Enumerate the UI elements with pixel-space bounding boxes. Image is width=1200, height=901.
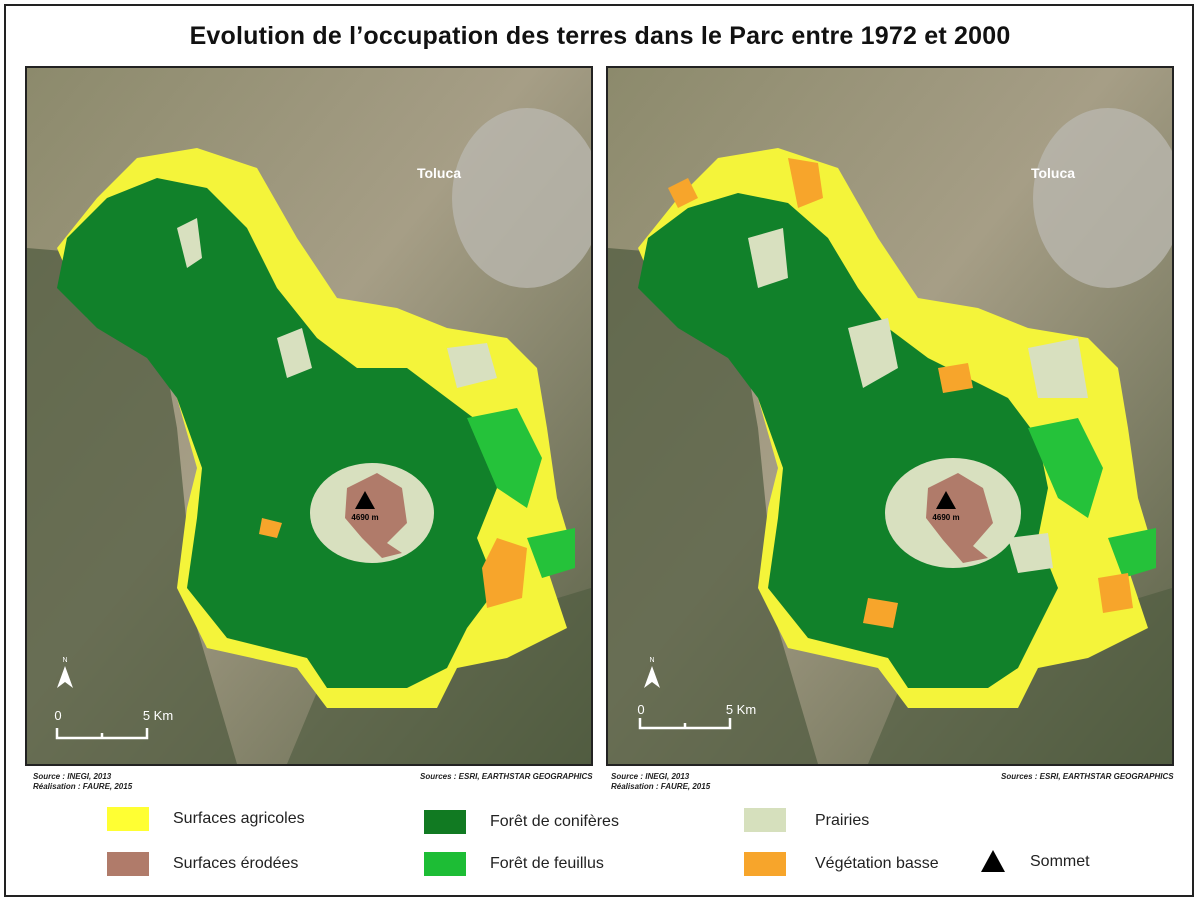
north-label: N — [649, 657, 654, 664]
prairie-north — [177, 218, 202, 268]
map-1972-canvas: 4690 m Toluca N 0 5 Km — [27, 68, 591, 764]
map-2000-canvas: 4690 m Toluca N 0 5 Km — [608, 68, 1172, 764]
map-2000[interactable]: 4690 m Toluca N 0 5 Km — [606, 66, 1174, 766]
broadleaf-forest — [1028, 418, 1103, 518]
legend-label-agricultural: Surfaces agricoles — [173, 810, 305, 827]
source-right-map1: Sources : ESRI, EARTHSTAR GEOGRAPHICS — [420, 772, 593, 781]
triangle-icon — [981, 850, 1005, 872]
prairie-east — [447, 343, 497, 388]
legend-swatch-low-vegetation — [744, 852, 786, 876]
source-right-map2: Sources : ESRI, EARTHSTAR GEOGRAPHICS — [1001, 772, 1174, 781]
low-vegetation-west — [259, 518, 282, 538]
scale-zero: 0 — [637, 702, 644, 717]
map-1972[interactable]: 4690 m Toluca N 0 5 Km — [25, 66, 593, 766]
legend-label-prairies: Prairies — [815, 812, 870, 829]
prairie-north — [748, 228, 788, 288]
low-vegetation-north — [788, 158, 823, 208]
scale-end: 5 Km — [726, 702, 756, 717]
lowland-area — [27, 248, 237, 764]
prairie-southeast — [1008, 533, 1053, 573]
low-vegetation — [482, 538, 527, 608]
low-vegetation-northwest — [668, 178, 698, 208]
scale-bar — [638, 718, 732, 730]
summit-marker[interactable] — [355, 491, 375, 509]
figure-title: Evolution de l’occupation des terres dan… — [189, 22, 1011, 50]
broadleaf-forest-east — [527, 528, 575, 578]
city-label: Toluca — [1031, 165, 1075, 181]
prairie-mid — [277, 328, 312, 378]
north-label: N — [62, 657, 67, 664]
city-label: Toluca — [417, 165, 461, 181]
scale-end: 5 Km — [143, 708, 173, 723]
source-left-map1: Source : INEGI, 2013 Réalisation : FAURE… — [33, 772, 132, 792]
summit-label: 4690 m — [932, 513, 959, 522]
legend-label-low-vegetation: Végétation basse — [815, 855, 939, 872]
eroded-zone — [345, 473, 407, 558]
north-arrow-icon — [644, 666, 660, 688]
legend-label-conifer: Forêt de conifères — [490, 813, 619, 830]
lowland-area — [608, 248, 818, 764]
source-left-map2: Source : INEGI, 2013 Réalisation : FAURE… — [611, 772, 710, 792]
source-line: Source : INEGI, 2013 — [611, 772, 690, 781]
legend-swatch-prairies — [744, 808, 786, 832]
legend-swatch-broadleaf — [424, 852, 466, 876]
eroded-zone — [926, 473, 993, 563]
credit-line: Réalisation : FAURE, 2015 — [33, 782, 133, 791]
summit-label: 4690 m — [351, 513, 378, 522]
legend-swatch-conifer — [424, 810, 466, 834]
source-line: Source : INEGI, 2013 — [33, 772, 112, 781]
low-vegetation-south — [863, 598, 898, 628]
credit-line: Réalisation : FAURE, 2015 — [611, 782, 711, 791]
legend-label-broadleaf: Forêt de feuillus — [490, 855, 604, 872]
scale-zero: 0 — [54, 708, 61, 723]
prairie-east — [1028, 338, 1088, 398]
legend-label-summit: Sommet — [1030, 853, 1090, 870]
broadleaf-forest-east — [1108, 528, 1156, 578]
legend-label-eroded: Surfaces érodées — [173, 855, 299, 872]
figure-frame — [4, 4, 1194, 897]
low-vegetation-east — [1098, 573, 1133, 613]
summit-marker[interactable] — [936, 491, 956, 509]
legend-swatch-eroded — [107, 852, 149, 876]
prairie-mid — [848, 318, 898, 388]
low-vegetation-mid — [938, 363, 973, 393]
urban-area — [452, 108, 591, 288]
urban-area — [1033, 108, 1172, 288]
north-arrow-icon — [57, 666, 73, 688]
broadleaf-forest — [467, 408, 542, 508]
scale-bar — [55, 728, 149, 740]
legend-swatch-agricultural — [107, 807, 149, 831]
